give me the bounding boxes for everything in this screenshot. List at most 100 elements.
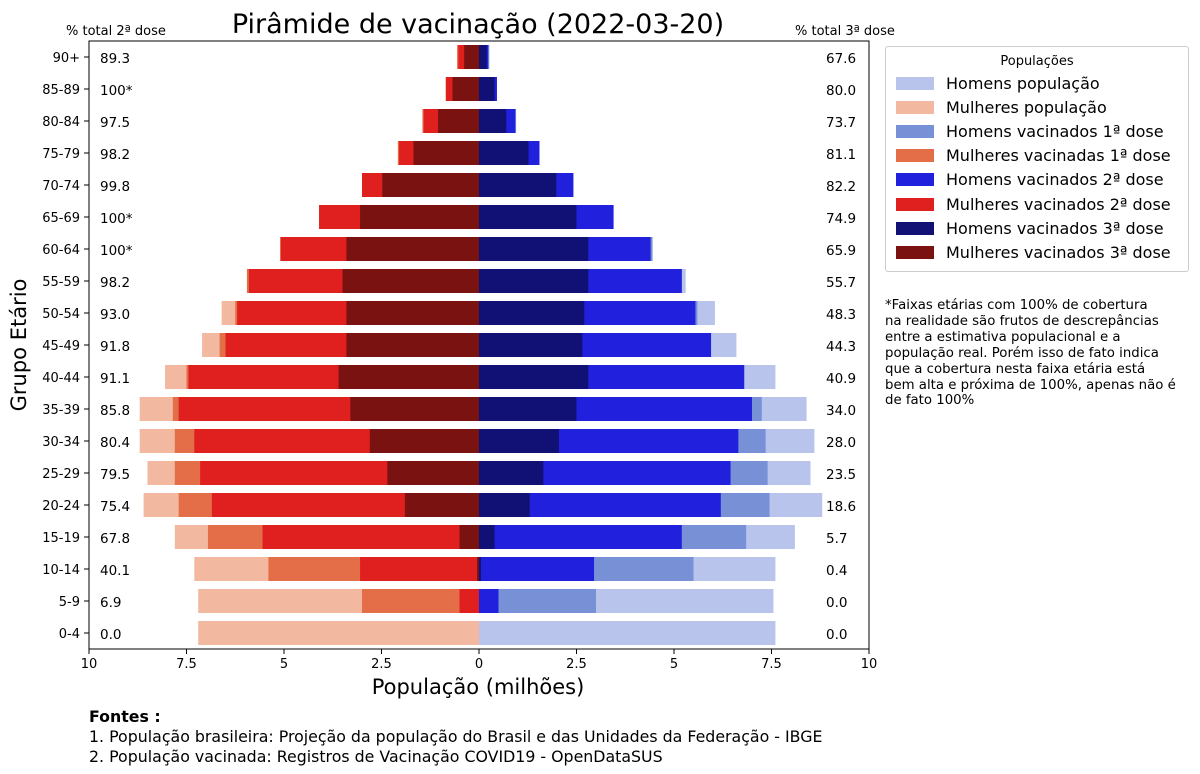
pct-3rd-dose-label: 0.0 xyxy=(826,595,847,611)
bar-mulheres-vacinados-3a-dose-60-64 xyxy=(346,237,479,261)
pct-2nd-dose-label: 97.5 xyxy=(100,115,130,131)
pct-3rd-dose-label: 74.9 xyxy=(826,211,856,227)
age-group-label: 30-34 xyxy=(42,435,80,450)
bar-homens-vacinados-3a-dose-10-14 xyxy=(479,557,481,581)
source-line-1: 1. População brasileira: Projeção da pop… xyxy=(89,727,823,746)
bar-mulheres-vacinados-2a-dose-10-14 xyxy=(360,557,479,581)
pct-2nd-dose-label: 0.0 xyxy=(100,627,121,643)
sources-title: Fontes : xyxy=(89,707,161,726)
bar-mulheres-vacinados-3a-dose-55-59 xyxy=(342,269,479,293)
bar-homens-vacinados-2a-dose-10-14 xyxy=(479,557,595,581)
pct-3rd-dose-label: 82.2 xyxy=(826,179,856,195)
pct-2nd-dose-label: 98.2 xyxy=(100,147,130,163)
pct-3rd-dose-label: 67.6 xyxy=(826,51,856,67)
legend-item: Homens vacinados 2ª dose xyxy=(886,168,1188,192)
legend-title: Populações xyxy=(1000,54,1074,69)
legend-swatch xyxy=(896,173,934,187)
pct-3rd-dose-label: 18.6 xyxy=(826,499,856,515)
pct-3rd-dose-label: 0.0 xyxy=(826,627,847,643)
pct-2nd-dose-label: 100* xyxy=(100,211,133,227)
pct-3rd-dose-label: 28.0 xyxy=(826,435,856,451)
legend-swatch xyxy=(896,197,934,211)
pct-2nd-dose-label: 40.1 xyxy=(100,563,130,579)
legend-swatch xyxy=(896,221,934,235)
source-line-2: 2. População vacinada: Registros de Vaci… xyxy=(89,747,663,766)
legend-label: Mulheres vacinados 2ª dose xyxy=(946,194,1171,214)
bar-homens-vacinados-3a-dose-85-89 xyxy=(479,77,495,101)
age-group-label: 10-14 xyxy=(42,563,80,578)
bar-homens-vacinados-3a-dose-20-24 xyxy=(479,493,530,517)
pct-3rd-dose-label: 55.7 xyxy=(826,275,856,291)
x-tick-label: 10 xyxy=(81,657,98,672)
bar-mulheres-vacinados-3a-dose-15-19 xyxy=(459,525,479,549)
bar-homens-vacinados-2a-dose-5-9 xyxy=(479,589,499,613)
legend-item: Homens vacinados 3ª dose xyxy=(886,216,1188,240)
bar-mulheres-vacinados-3a-dose-45-49 xyxy=(346,333,479,357)
legend-item: Homens vacinados 1ª dose xyxy=(886,119,1188,143)
pct-2nd-dose-label: 98.2 xyxy=(100,275,130,291)
pct-2nd-dose-label: 89.3 xyxy=(100,51,130,67)
pct-3rd-dose-label: 40.9 xyxy=(826,371,856,387)
age-group-label: 45-49 xyxy=(42,339,80,354)
pyramid-chart: Pirâmide de vacinação (2022-03-20) % tot… xyxy=(7,9,895,699)
bar-mulheres-vacinados-2a-dose-15-19 xyxy=(262,525,479,549)
age-group-label: 80-84 xyxy=(42,115,80,130)
legend-label: Homens vacinados 3ª dose xyxy=(946,218,1164,238)
pct-3rd-dose-label: 80.0 xyxy=(826,83,856,99)
bar-mulheres-vacinados-3a-dose-85-89 xyxy=(452,77,479,101)
pct-2nd-dose-label: 85.8 xyxy=(100,403,130,419)
age-group-label: 0-4 xyxy=(59,627,80,642)
bar-mulheres-vacinados-3a-dose-65-69 xyxy=(360,205,479,229)
x-tick-label: 5 xyxy=(280,657,288,672)
x-tick-label: 2.5 xyxy=(566,657,587,672)
pct-2nd-dose-label: 79.5 xyxy=(100,467,130,483)
pct-3rd-dose-label: 65.9 xyxy=(826,243,856,259)
pct-3rd-dose-label: 34.0 xyxy=(826,403,856,419)
bar-mulheres-vacinados-3a-dose-50-54 xyxy=(346,301,479,325)
bar-mulheres-vacinados-3a-dose-25-29 xyxy=(387,461,479,485)
bar-homens-vacinados-2a-dose-15-19 xyxy=(479,525,682,549)
right-header: % total 3ª dose xyxy=(795,24,895,39)
bar-mulheres-populacao-0-4 xyxy=(198,621,479,645)
bar-homens-vacinados-3a-dose-25-29 xyxy=(479,461,544,485)
legend-label: Mulheres vacinadas 1ª dose xyxy=(946,146,1171,166)
legend-item: Mulheres vacinados 2ª dose xyxy=(886,192,1188,216)
legend-label: Mulheres população xyxy=(946,97,1107,117)
pct-3rd-dose-label: 81.1 xyxy=(826,147,856,163)
x-tick-label: 2.5 xyxy=(371,657,392,672)
pct-3rd-dose-label: 0.4 xyxy=(826,563,847,579)
bar-mulheres-vacinados-3a-dose-30-34 xyxy=(369,429,479,453)
bar-homens-vacinados-3a-dose-50-54 xyxy=(479,301,585,325)
x-tick-label: 0 xyxy=(475,657,483,672)
bar-homens-vacinados-3a-dose-15-19 xyxy=(479,525,495,549)
y-axis-label: Grupo Etário xyxy=(7,279,31,412)
pct-2nd-dose-label: 91.1 xyxy=(100,371,130,387)
age-group-label: 25-29 xyxy=(42,467,80,482)
pct-2nd-dose-label: 91.8 xyxy=(100,339,130,355)
legend-label: Homens vacinados 2ª dose xyxy=(946,170,1164,190)
age-group-label: 50-54 xyxy=(42,307,80,322)
bar-homens-vacinados-3a-dose-55-59 xyxy=(479,269,589,293)
legend-item: Mulheres vacinados 3ª dose xyxy=(886,240,1188,264)
age-group-label: 55-59 xyxy=(42,275,80,290)
pct-2nd-dose-label: 80.4 xyxy=(100,435,130,451)
age-group-label: 20-24 xyxy=(42,499,80,514)
legend-swatch xyxy=(896,124,934,138)
pct-3rd-dose-label: 5.7 xyxy=(826,531,847,547)
coverage-note: *Faixas etárias com 100% de cobertura na… xyxy=(885,298,1176,409)
pct-2nd-dose-label: 99.8 xyxy=(100,179,130,195)
legend-label: Homens população xyxy=(946,73,1100,93)
age-group-label: 65-69 xyxy=(42,211,80,226)
bar-homens-vacinados-3a-dose-80-84 xyxy=(479,109,507,133)
bar-homens-vacinados-3a-dose-45-49 xyxy=(479,333,583,357)
bar-homens-vacinados-3a-dose-35-39 xyxy=(479,397,577,421)
age-group-label: 60-64 xyxy=(42,243,80,258)
x-tick-label: 5 xyxy=(670,657,678,672)
legend-item: Mulheres população xyxy=(886,95,1188,119)
bar-homens-vacinados-3a-dose-30-34 xyxy=(479,429,559,453)
bar-homens-vacinados-3a-dose-60-64 xyxy=(479,237,589,261)
pct-3rd-dose-label: 23.5 xyxy=(826,467,856,483)
chart-title: Pirâmide de vacinação (2022-03-20) xyxy=(232,9,724,40)
pct-3rd-dose-label: 44.3 xyxy=(826,339,856,355)
pct-3rd-dose-label: 48.3 xyxy=(826,307,856,323)
